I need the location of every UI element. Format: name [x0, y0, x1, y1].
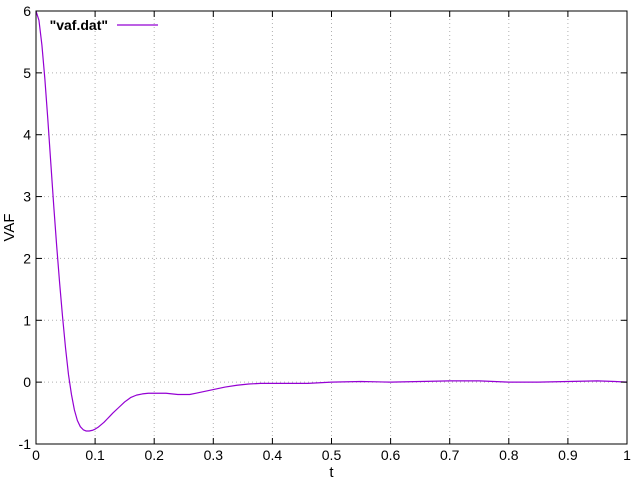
y-tick-label: 2: [23, 250, 31, 266]
x-tick-label: 0.1: [85, 447, 105, 463]
x-tick-label: 0.7: [440, 447, 460, 463]
x-tick-label: 0.9: [558, 447, 578, 463]
y-tick-label: 3: [23, 189, 31, 205]
y-tick-label: 5: [23, 65, 31, 81]
x-tick-label: 0.4: [263, 447, 283, 463]
y-tick-label: 4: [23, 127, 31, 143]
series-layer: [35, 10, 628, 432]
x-tick-label: 0.6: [381, 447, 401, 463]
x-tick-label: 0.2: [144, 447, 164, 463]
x-tick-label: 0.8: [499, 447, 519, 463]
x-tick-label: 0.5: [322, 447, 342, 463]
y-tick-label: 0: [23, 374, 31, 390]
x-tick-label: 0.3: [204, 447, 224, 463]
grid-lines: [36, 11, 627, 444]
y-tick-label: 1: [23, 312, 31, 328]
y-tick-label: -1: [19, 436, 32, 452]
series-line-0: [35, 10, 628, 432]
x-axis-label: t: [329, 464, 334, 480]
x-tick-label: 1: [623, 447, 631, 463]
x-tick-label: 0: [32, 447, 40, 463]
y-tick-label: 6: [23, 3, 31, 19]
legend: "vaf.dat": [50, 17, 158, 33]
y-axis-label: VAF: [1, 213, 18, 241]
legend-entry-label: "vaf.dat": [50, 17, 108, 33]
